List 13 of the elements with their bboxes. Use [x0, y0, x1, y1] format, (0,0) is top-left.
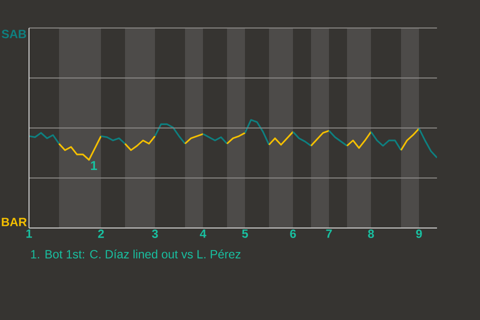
x-tick-label: 3 — [152, 230, 158, 238]
x-tick-label: 1 — [26, 230, 32, 238]
x-tick-label: 7 — [326, 230, 332, 238]
text: 1. Bot 1st: C. Díaz lined out vs L. Pérez — [31, 250, 240, 258]
x-tick-label: 6 — [290, 230, 296, 238]
x-tick-label: 9 — [416, 230, 422, 238]
x-tick-label: 8 — [368, 230, 374, 238]
x-tick-label: 2 — [98, 230, 104, 238]
text: BAR — [2, 218, 27, 226]
annotation: 1 — [91, 161, 98, 170]
text: SAB — [2, 30, 26, 38]
x-tick-label: 4 — [200, 230, 206, 238]
x-tick-label: 5 — [242, 230, 248, 238]
